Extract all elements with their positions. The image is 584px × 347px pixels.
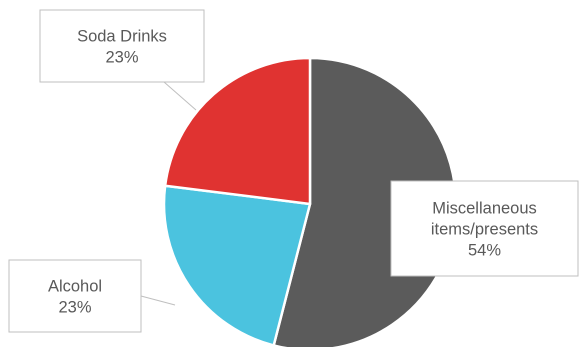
slice-value-label: 54% — [468, 242, 501, 260]
callout-leader-line — [140, 295, 176, 306]
callout-alcohol: Alcohol 23% — [8, 259, 176, 333]
slice-category-label: items/presents — [431, 221, 538, 239]
slice-category-label: Alcohol — [48, 278, 102, 296]
callout-soda-drinks: Soda Drinks 23% — [39, 9, 205, 111]
callout-box — [8, 259, 142, 333]
callout-box — [39, 9, 205, 83]
callout-miscellaneous-items-presents: Miscellaneous items/presents 54% — [390, 180, 579, 277]
pie-slice-soda-drinks — [163, 56, 312, 206]
pie-slice-alcohol — [162, 184, 312, 347]
slice-category-label: Soda Drinks — [77, 28, 167, 46]
pie-slices — [162, 56, 458, 347]
slice-category-label: Miscellaneous — [432, 200, 537, 218]
callout-leader-line — [163, 81, 197, 111]
callout-box — [390, 180, 579, 277]
slice-value-label: 23% — [58, 299, 91, 317]
slice-value-label: 23% — [105, 49, 138, 67]
callouts: Miscellaneous items/presents 54% Alcohol 23%… — [8, 9, 579, 333]
